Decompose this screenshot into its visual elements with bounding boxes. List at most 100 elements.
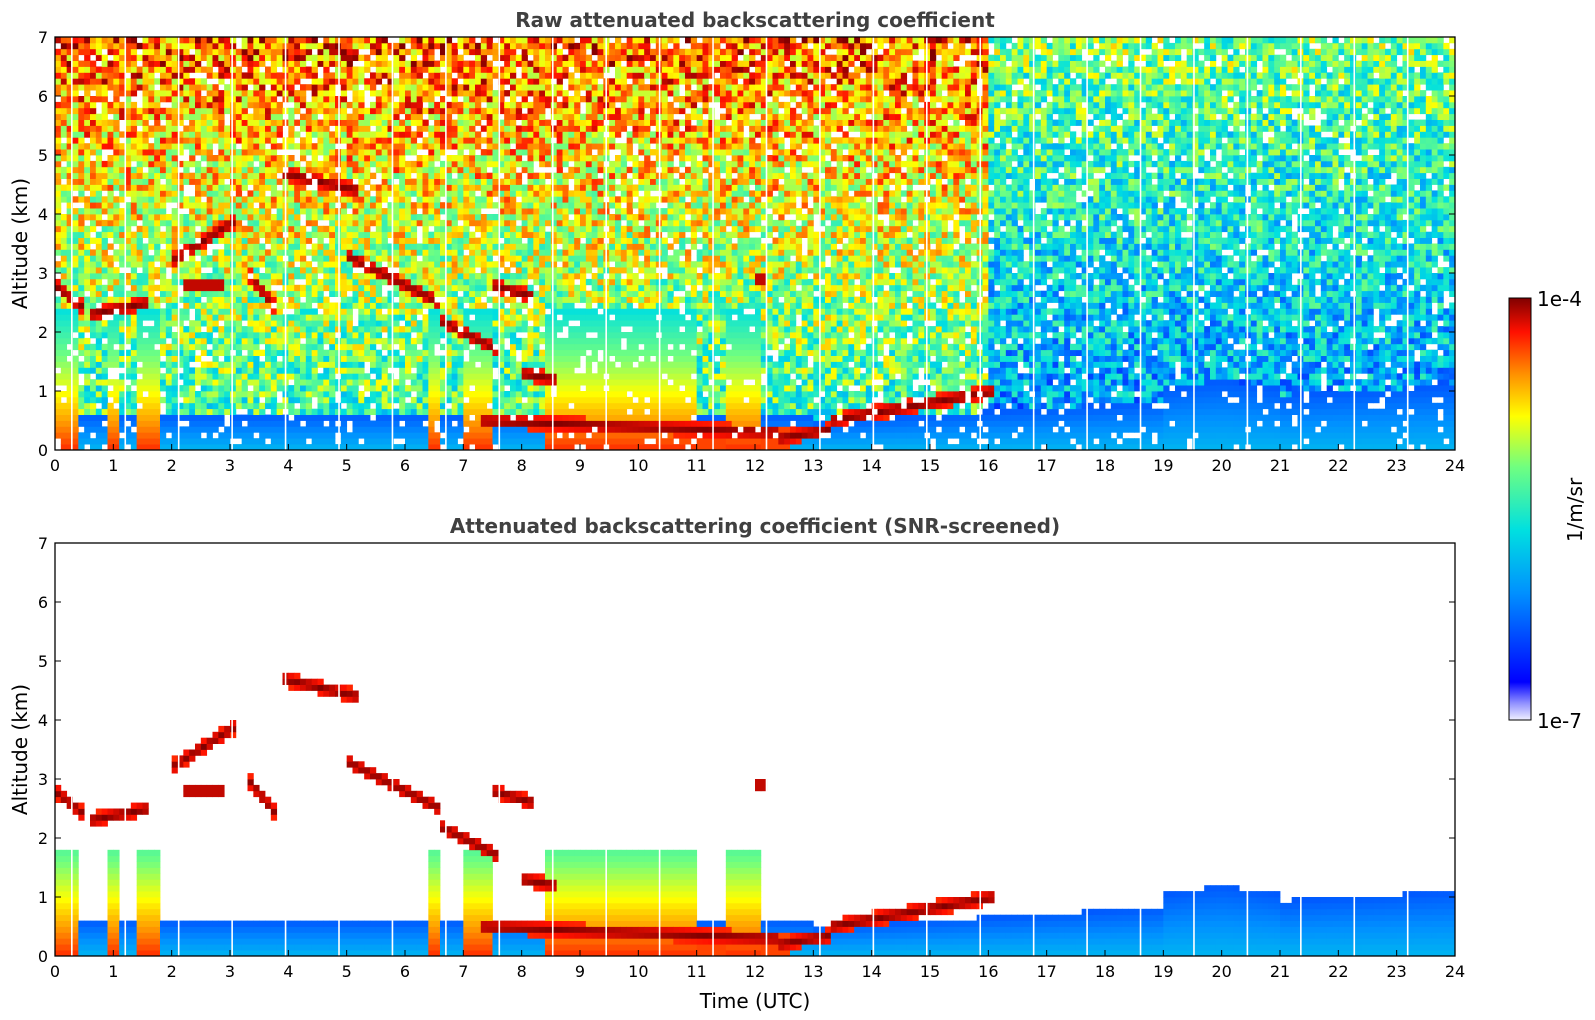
heatmap-cell — [247, 160, 254, 168]
heatmap-cell — [486, 196, 493, 203]
heatmap-cell — [469, 391, 476, 398]
heatmap-cell — [218, 78, 225, 85]
heatmap-cell — [300, 367, 307, 374]
heatmap-cell — [119, 178, 126, 185]
heatmap-cell — [78, 131, 85, 138]
heatmap-cell — [311, 349, 318, 356]
heatmap-cell — [469, 432, 476, 439]
heatmap-cell — [422, 249, 429, 256]
heatmap-cell — [387, 225, 394, 233]
heatmap-cell — [253, 37, 260, 44]
heatmap-cell — [294, 231, 301, 238]
heatmap-cell — [457, 137, 464, 144]
heatmap-cell — [183, 273, 190, 280]
heatmap-cell — [84, 149, 91, 156]
heatmap-cell — [498, 66, 505, 73]
heatmap-cell — [492, 414, 499, 421]
heatmap-cell — [492, 385, 499, 392]
heatmap-cell — [387, 214, 394, 221]
heatmap-cell — [78, 255, 85, 262]
heatmap-cell — [72, 444, 79, 450]
heatmap-cell — [410, 284, 418, 292]
heatmap-cell — [72, 231, 79, 238]
heatmap-cell — [148, 373, 155, 380]
heatmap-cell — [235, 278, 243, 286]
heatmap-cell — [84, 54, 91, 61]
heatmap-cell — [463, 444, 470, 450]
heatmap-cell — [352, 255, 359, 262]
heatmap-cell — [212, 113, 219, 120]
heatmap-cell — [475, 42, 482, 50]
heatmap-cell — [230, 54, 237, 61]
heatmap-cell — [434, 337, 441, 345]
heatmap-cell — [480, 37, 488, 44]
heatmap-cell — [399, 402, 406, 410]
heatmap-cell — [90, 184, 97, 191]
heatmap-cell — [142, 337, 149, 345]
heatmap-cell — [142, 208, 149, 215]
heatmap-cell — [177, 84, 184, 91]
heatmap-cell — [130, 420, 138, 427]
heatmap-cell — [55, 332, 62, 339]
heatmap-cell — [480, 391, 488, 398]
heatmap-cell — [224, 160, 231, 168]
heatmap-cell — [346, 402, 353, 410]
heatmap-cell — [95, 37, 103, 44]
heatmap-cell — [317, 196, 324, 203]
heatmap-cell — [399, 225, 406, 233]
heatmap-cell — [416, 131, 423, 138]
heatmap-cell — [72, 314, 79, 321]
heatmap-cell — [346, 219, 353, 227]
heatmap-cell — [457, 408, 464, 415]
heatmap-cell — [230, 426, 237, 433]
heatmap-cell — [270, 113, 278, 120]
heatmap-cell — [305, 296, 313, 303]
heatmap-cell — [323, 119, 330, 126]
heatmap-cell — [305, 107, 313, 115]
heatmap-cell — [416, 284, 423, 292]
heatmap-cell — [492, 337, 499, 345]
heatmap-cell — [375, 231, 383, 238]
heatmap-cell — [270, 444, 278, 450]
heatmap-cell — [113, 414, 120, 421]
heatmap-cell — [393, 391, 400, 398]
heatmap-cell — [241, 426, 248, 433]
heatmap-cell — [364, 66, 371, 73]
heatmap-cell — [492, 273, 499, 280]
heatmap-cell — [136, 225, 143, 233]
heatmap-cell — [276, 214, 283, 221]
heatmap-cell — [101, 172, 108, 179]
heatmap-cell — [113, 225, 120, 233]
heatmap-cell — [475, 408, 482, 415]
heatmap-cell — [154, 314, 161, 321]
heatmap-cell — [72, 302, 79, 309]
heatmap-cell — [387, 155, 394, 162]
heatmap-cell — [235, 426, 243, 433]
heatmap-cell — [130, 432, 138, 439]
heatmap-cell — [78, 178, 85, 185]
heatmap-cell — [440, 438, 447, 445]
heatmap-cell — [253, 137, 260, 144]
heatmap-cell — [504, 214, 511, 221]
heatmap-cell — [323, 166, 330, 174]
heatmap-cell — [247, 343, 254, 351]
heatmap-cell — [492, 143, 499, 150]
heatmap-cell — [451, 190, 458, 197]
heatmap-cell — [259, 166, 266, 174]
heatmap-cell — [183, 290, 190, 297]
heatmap-cell — [346, 214, 353, 221]
heatmap-cell — [142, 172, 149, 179]
heatmap-cell — [95, 66, 103, 73]
heatmap-cell — [241, 379, 248, 386]
heatmap-cell — [230, 143, 237, 150]
heatmap-cell — [113, 42, 120, 50]
heatmap-cell — [259, 101, 266, 109]
heatmap-cell — [183, 84, 190, 91]
heatmap-cell — [428, 66, 435, 73]
heatmap-cell — [142, 326, 149, 333]
heatmap-cell — [270, 273, 278, 280]
heatmap-cell — [154, 367, 161, 374]
heatmap-cell — [230, 361, 237, 368]
heatmap-cell — [475, 343, 482, 351]
heatmap-cell — [311, 438, 318, 445]
